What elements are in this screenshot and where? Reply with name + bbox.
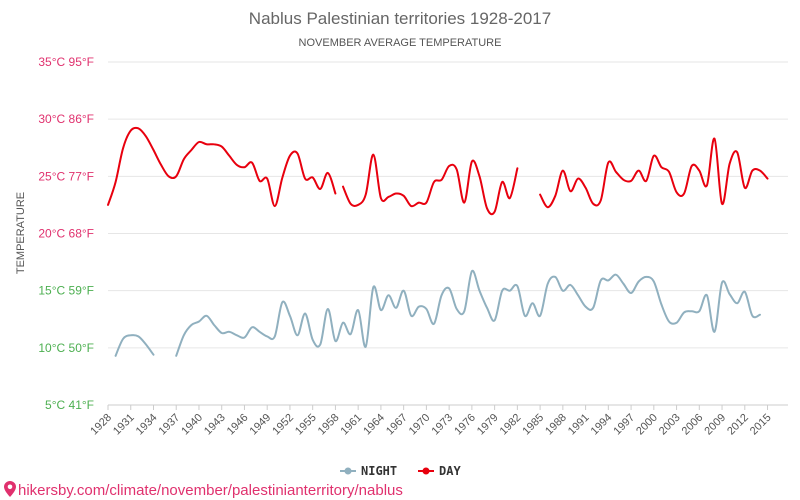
legend-item-night[interactable]: NIGHT [340, 464, 397, 478]
x-tick-label: 1958 [316, 412, 342, 438]
y-tick-label: 35°C 95°F [38, 55, 94, 69]
x-tick-label: 1961 [338, 412, 364, 438]
x-tick-label: 2012 [725, 412, 751, 438]
x-tick-label: 1985 [520, 412, 546, 438]
y-tick-label: 30°C 86°F [38, 112, 94, 126]
x-tick-label: 1940 [179, 412, 205, 438]
x-tick-label: 2003 [657, 412, 683, 438]
night-line-segment [175, 269, 761, 357]
y-tick-label: 20°C 68°F [38, 227, 94, 241]
y-axis-title: TEMPERATURE [15, 192, 27, 274]
night-line-segment [114, 334, 155, 357]
x-tick-label: 2009 [702, 412, 728, 438]
chart-subtitle: NOVEMBER AVERAGE TEMPERATURE [299, 37, 502, 49]
chart-title: Nablus Palestinian territories 1928-2017 [249, 9, 551, 28]
x-tick-label: 2006 [680, 412, 706, 438]
legend[interactable]: NIGHT DAY [340, 464, 461, 478]
legend-label: NIGHT [361, 464, 397, 478]
x-tick-label: 1970 [407, 412, 433, 438]
x-tick-label: 1982 [498, 412, 524, 438]
x-tick-label: 1943 [202, 412, 228, 438]
y-tick-label: 15°C 59°F [38, 284, 94, 298]
day-line-segment [107, 126, 337, 208]
x-tick-label: 1931 [111, 412, 137, 438]
legend-marker [422, 467, 430, 475]
y-axis-ticks: 35°C 95°F 30°C 86°F 25°C 77°F 20°C 68°F 15°C… [38, 55, 94, 412]
x-axis-ticks: 1928193119341937194019431946194919521955… [88, 405, 774, 438]
x-tick-label: 1946 [225, 412, 251, 438]
x-tick-label: 1949 [248, 412, 274, 438]
x-tick-label: 1979 [475, 412, 501, 438]
y-tick-label: 5°C 41°F [45, 398, 94, 412]
series-lines [107, 126, 769, 357]
x-tick-label: 1955 [293, 412, 319, 438]
x-tick-label: 1973 [429, 412, 455, 438]
grid-lines [108, 61, 788, 406]
series-night [114, 269, 761, 357]
day-line-segment [342, 153, 519, 216]
y-tick-label: 25°C 77°F [38, 169, 94, 183]
x-tick-label: 2015 [748, 412, 774, 438]
x-tick-label: 1997 [611, 412, 637, 438]
x-tick-label: 1964 [361, 412, 387, 438]
legend-marker [344, 467, 352, 475]
x-tick-label: 1967 [384, 412, 410, 438]
day-line-segment [539, 137, 769, 209]
x-tick-label: 1994 [589, 412, 615, 438]
x-tick-label: 1928 [88, 412, 114, 438]
x-tick-label: 1952 [270, 412, 296, 438]
x-tick-label: 1991 [566, 412, 592, 438]
legend-label: DAY [439, 464, 461, 478]
x-tick-label: 1988 [543, 412, 569, 438]
y-tick-label: 10°C 50°F [38, 341, 94, 355]
x-tick-label: 1934 [134, 412, 160, 438]
location-pin-icon [4, 481, 16, 497]
legend-item-day[interactable]: DAY [418, 464, 461, 478]
source-link[interactable]: hikersby.com/climate/november/palestinia… [4, 481, 403, 499]
source-url[interactable]: hikersby.com/climate/november/palestinia… [18, 482, 403, 499]
series-day [107, 126, 769, 216]
x-tick-label: 2000 [634, 412, 660, 438]
x-tick-label: 1937 [157, 412, 183, 438]
x-tick-label: 1976 [452, 412, 478, 438]
